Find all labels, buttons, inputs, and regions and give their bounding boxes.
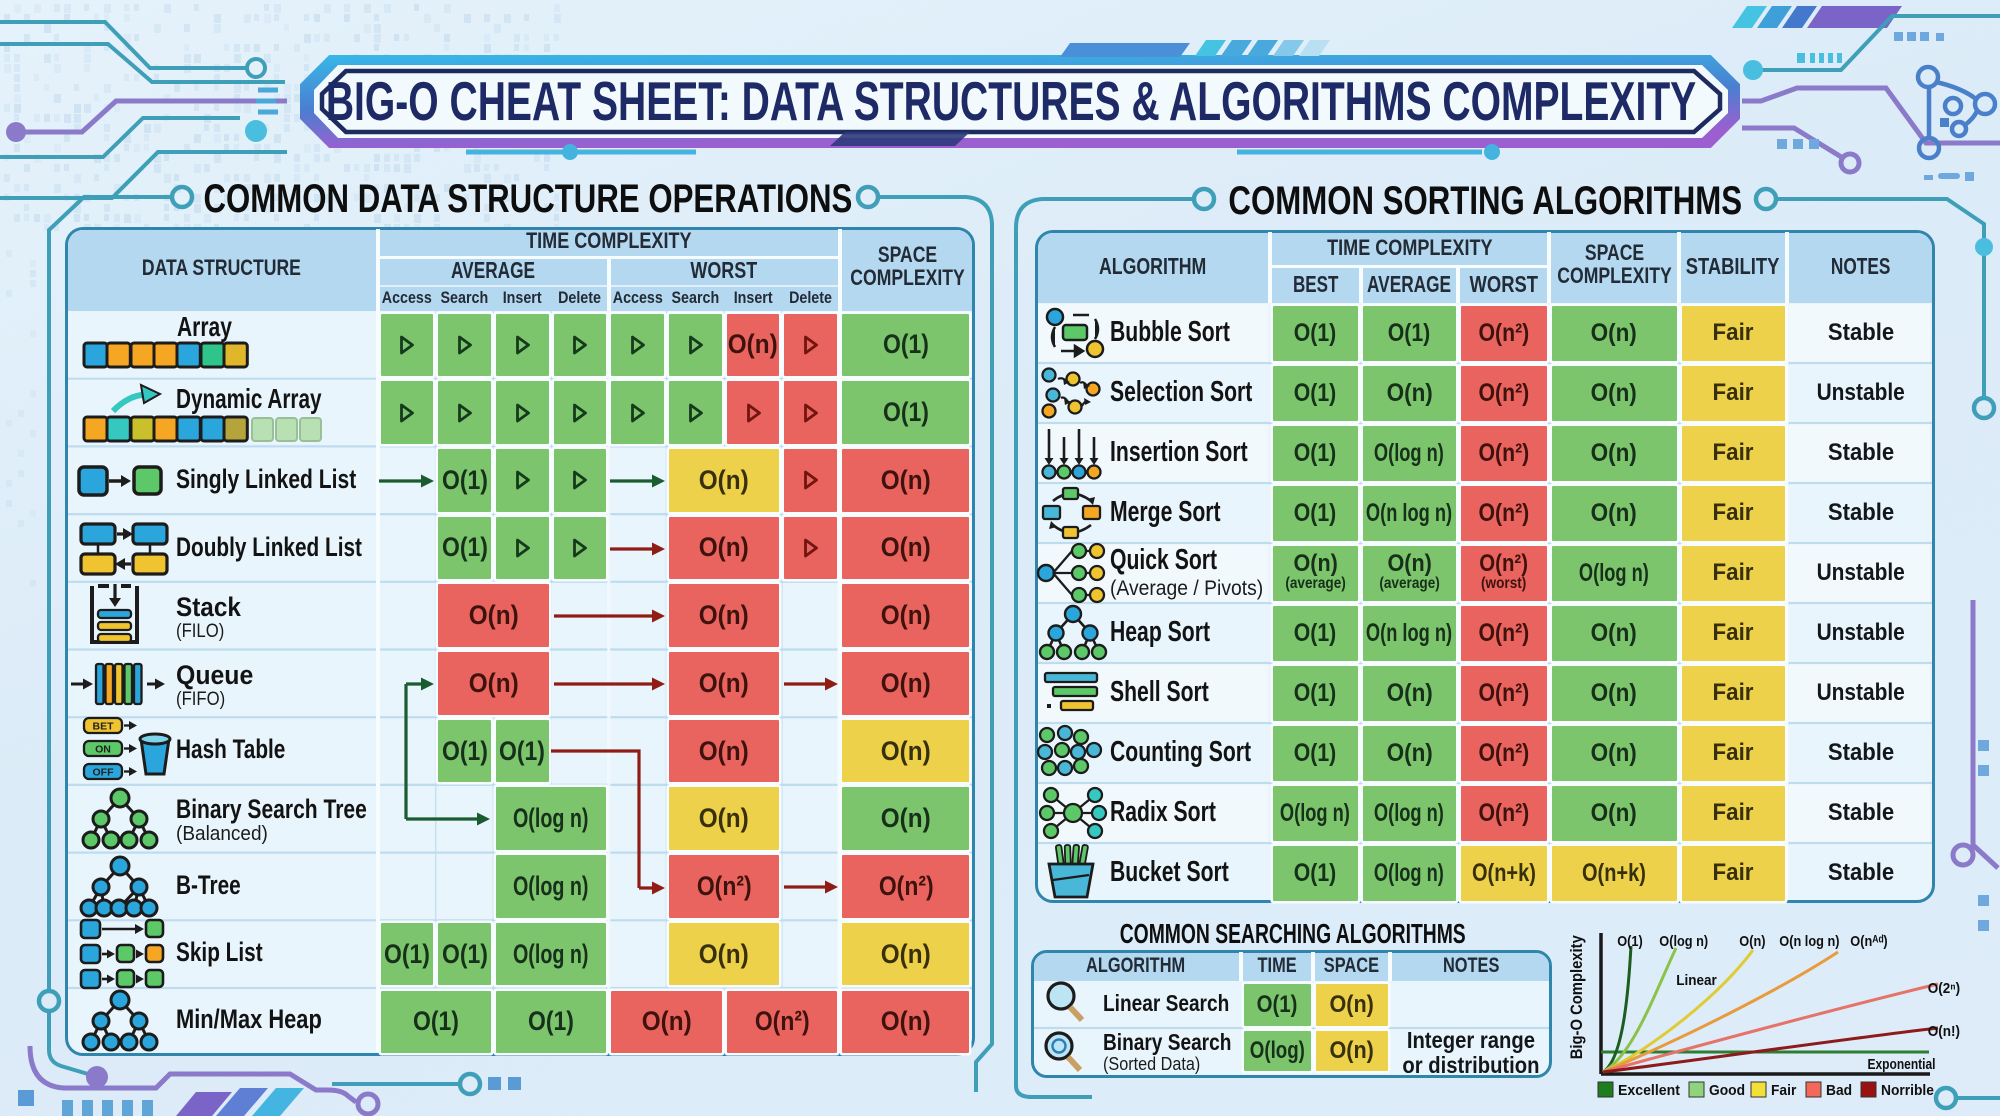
svg-text:BET: BET bbox=[93, 721, 115, 733]
svg-text:ON: ON bbox=[95, 744, 111, 756]
svg-text:OFF: OFF bbox=[93, 767, 115, 779]
